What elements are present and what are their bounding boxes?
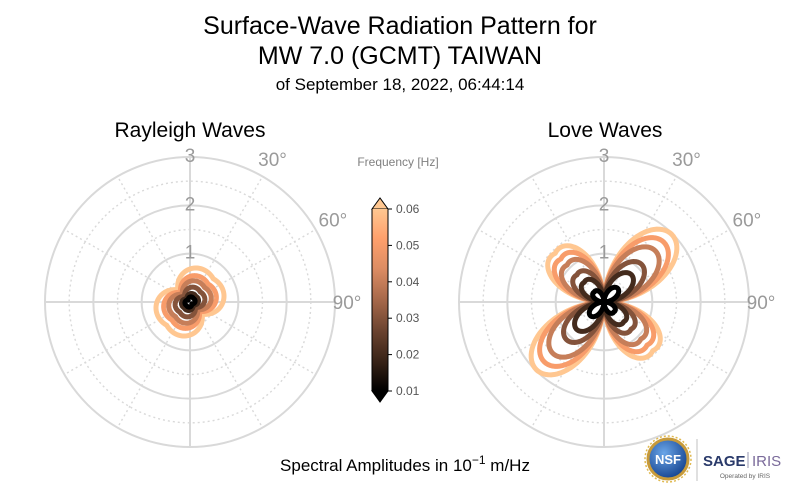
colorbar-tick-label: 0.04 bbox=[396, 275, 420, 289]
rayleigh-curve-0.05 bbox=[161, 273, 219, 331]
colorbar-label: Frequency [Hz] bbox=[357, 155, 438, 169]
colorbar-tick-label: 0.05 bbox=[396, 238, 420, 252]
radial-tick-label: 1 bbox=[599, 243, 610, 264]
polar-spoke bbox=[478, 228, 605, 303]
nsf-logo-text: NSF bbox=[655, 452, 681, 467]
rayleigh-curve-0.03 bbox=[172, 284, 208, 320]
rayleigh-curve-0.04 bbox=[166, 278, 214, 326]
figure-subtitle: of September 18, 2022, 06:44:14 bbox=[276, 75, 525, 94]
polar-spoke bbox=[603, 301, 730, 376]
polar-minor-ring bbox=[530, 228, 678, 376]
love-polar-plot: 1 2 3 30° 60° 90° bbox=[458, 146, 776, 448]
colorbar-tick-label: 0.02 bbox=[396, 348, 420, 362]
polar-spoke bbox=[116, 301, 191, 428]
polar-grid-ring bbox=[458, 156, 750, 448]
rayleigh-polar-plot: 1 2 3 30° 60° 90° bbox=[44, 146, 362, 448]
polar-grid-ring bbox=[506, 204, 702, 400]
polar-spoke bbox=[189, 301, 316, 376]
angle-tick-label: 30° bbox=[672, 150, 701, 171]
frequency-colorbar: Frequency [Hz] 0.01 0.02 0.03 0.04 0.05 0.06 bbox=[357, 155, 439, 403]
amplitude-unit-label: Spectral Amplitudes in 10−1 m/Hz bbox=[280, 453, 530, 475]
angle-tick-label: 60° bbox=[319, 211, 348, 232]
angle-tick-label: 30° bbox=[258, 150, 287, 171]
angle-tick-label: 90° bbox=[333, 293, 362, 314]
polar-grid-ring bbox=[92, 204, 288, 400]
love-panel-title: Love Waves bbox=[548, 119, 663, 142]
radial-tick-label: 3 bbox=[185, 146, 196, 167]
polar-spoke bbox=[530, 301, 605, 428]
rayleigh-curve-0.06 bbox=[153, 265, 227, 339]
operated-by-text: Operated by IRIS bbox=[720, 473, 771, 480]
angle-tick-label: 90° bbox=[747, 293, 776, 314]
polar-grid-ring bbox=[140, 252, 240, 352]
polar-minor-ring bbox=[116, 228, 264, 376]
figure-title-line2: MW 7.0 (GCMT) TAIWAN bbox=[258, 42, 542, 70]
polar-grid-ring bbox=[554, 252, 654, 352]
colorbar-bottom-extension bbox=[371, 390, 389, 403]
polar-minor-ring bbox=[482, 180, 726, 424]
colorbar-gradient bbox=[372, 209, 388, 391]
polar-spoke bbox=[189, 176, 264, 303]
iris-logo-text: IRIS bbox=[752, 453, 781, 470]
rayleigh-panel-title: Rayleigh Waves bbox=[115, 119, 266, 142]
polar-minor-ring bbox=[579, 277, 629, 327]
polar-grid-ring bbox=[44, 156, 336, 448]
rayleigh-curve-0.01 bbox=[182, 294, 198, 310]
polar-spoke bbox=[603, 176, 678, 303]
radial-tick-label: 1 bbox=[185, 243, 196, 264]
figure-title-line1: Surface-Wave Radiation Pattern for bbox=[203, 12, 597, 40]
love-curve-0.01 bbox=[586, 284, 622, 320]
nsf-logo: NSF bbox=[644, 435, 692, 483]
radial-tick-label: 2 bbox=[599, 194, 610, 215]
angle-tick-label: 60° bbox=[733, 211, 762, 232]
polar-spoke bbox=[64, 228, 191, 303]
colorbar-tick-label: 0.01 bbox=[396, 384, 420, 398]
sage-logo-text: SAGE bbox=[703, 453, 746, 470]
polar-minor-ring bbox=[68, 180, 312, 424]
radial-tick-label: 2 bbox=[185, 194, 196, 215]
colorbar-tick-label: 0.06 bbox=[396, 202, 420, 216]
radial-tick-label: 3 bbox=[599, 146, 610, 167]
sage-iris-logo: SAGE IRIS Operated by IRIS bbox=[703, 452, 781, 480]
colorbar-top-extension bbox=[371, 197, 389, 210]
colorbar-tick-label: 0.03 bbox=[396, 311, 420, 325]
